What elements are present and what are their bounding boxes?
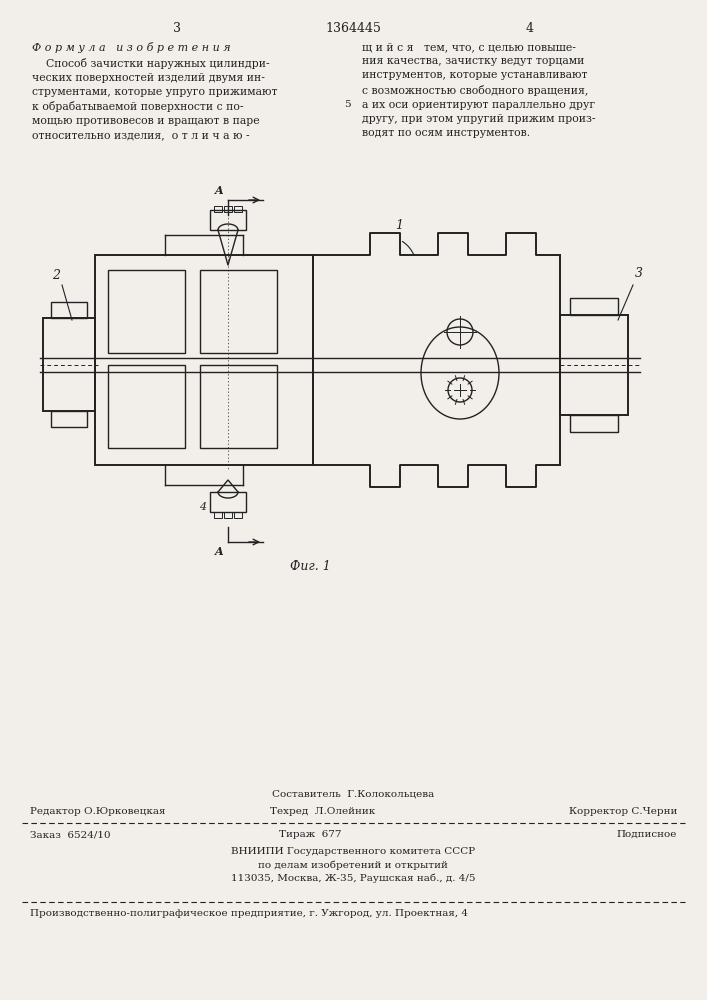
Text: 1: 1 <box>395 219 403 232</box>
Bar <box>570 415 618 432</box>
Bar <box>51 302 87 318</box>
Text: щ и й с я   тем, что, с целью повыше-
ния качества, зачистку ведут торцами
инстр: щ и й с я тем, что, с целью повыше- ния … <box>362 42 595 137</box>
Text: Ф о р м у л а   и з о б р е т е н и я: Ф о р м у л а и з о б р е т е н и я <box>32 42 230 53</box>
Bar <box>214 206 222 212</box>
Bar <box>224 512 232 518</box>
Text: A: A <box>214 546 223 557</box>
Bar <box>234 512 242 518</box>
Bar <box>200 270 277 353</box>
Bar <box>108 270 185 353</box>
Text: 4: 4 <box>199 502 206 512</box>
Bar <box>210 492 246 512</box>
Text: 3: 3 <box>173 22 181 35</box>
Text: Техред  Л.Олейник: Техред Л.Олейник <box>270 807 375 816</box>
Bar <box>560 315 628 415</box>
Bar <box>51 411 87 427</box>
Text: Составитель  Г.Колокольцева: Составитель Г.Колокольцева <box>272 790 434 799</box>
Bar <box>210 210 246 230</box>
Bar <box>108 365 185 448</box>
Text: Редактор О.Юрковецкая: Редактор О.Юрковецкая <box>30 807 165 816</box>
Text: Тираж  677: Тираж 677 <box>279 830 341 839</box>
Text: 2: 2 <box>52 269 60 282</box>
Text: Производственно-полиграфическое предприятие, г. Ужгород, ул. Проектная, 4: Производственно-полиграфическое предприя… <box>30 909 468 918</box>
Bar <box>224 206 232 212</box>
Text: 3: 3 <box>635 267 643 280</box>
Text: Фиг. 1: Фиг. 1 <box>290 560 330 573</box>
Text: A: A <box>214 185 223 196</box>
Bar <box>570 298 618 315</box>
Bar <box>200 365 277 448</box>
Bar <box>43 318 95 411</box>
Text: 1364445: 1364445 <box>325 22 381 35</box>
Text: 4: 4 <box>526 22 534 35</box>
Text: Способ зачистки наружных цилиндри-
ческих поверхностей изделий двумя ин-
струмен: Способ зачистки наружных цилиндри- чески… <box>32 58 278 140</box>
Text: Подписное: Подписное <box>617 830 677 839</box>
Bar <box>214 512 222 518</box>
Bar <box>95 255 313 465</box>
Text: 5: 5 <box>344 100 350 109</box>
Bar <box>234 206 242 212</box>
Text: ВНИИПИ Государственного комитета СССР
по делам изобретений и открытий
113035, Мо: ВНИИПИ Государственного комитета СССР по… <box>230 847 475 883</box>
Text: Заказ  6524/10: Заказ 6524/10 <box>30 830 110 839</box>
Text: Корректор С.Черни: Корректор С.Черни <box>568 807 677 816</box>
